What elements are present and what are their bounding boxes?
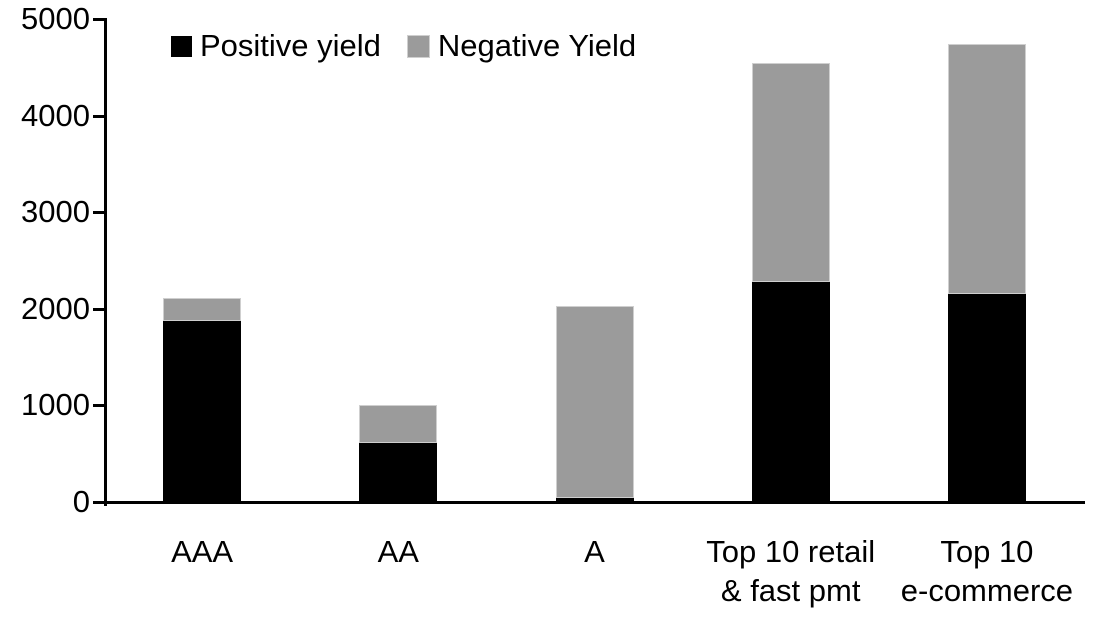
category-label: A [584, 534, 605, 569]
category-label: AA [377, 534, 419, 569]
y-tick-label: 3000 [21, 194, 90, 230]
bar-segment-positive-yield [555, 497, 634, 502]
bar-segment-positive-yield [359, 442, 438, 502]
y-tick-label: 5000 [21, 1, 90, 36]
x-axis-line [104, 501, 1085, 504]
bar-segment-negative-yield [359, 405, 438, 443]
y-tick-mark [93, 404, 104, 408]
legend-item-positive-yield: Positive yield [171, 28, 381, 63]
legend-label: Positive yield [200, 28, 381, 63]
legend-swatch-icon [171, 35, 192, 57]
bar-segment-negative-yield [163, 298, 242, 322]
y-tick-label: 0 [72, 484, 90, 519]
bar-segment-negative-yield [555, 305, 634, 498]
y-axis-line [104, 18, 107, 506]
y-tick-mark [93, 18, 104, 21]
bar-segment-negative-yield [751, 62, 830, 283]
bar-segment-negative-yield [947, 44, 1026, 295]
category-label: Top 10 e-commerce [900, 534, 1074, 608]
y-tick-mark [93, 114, 104, 118]
bar-segment-positive-yield [947, 294, 1026, 502]
y-tick-mark [93, 501, 104, 504]
legend-swatch-icon [406, 34, 430, 58]
legend-item-negative-yield: Negative Yield [406, 28, 637, 63]
category-label: Top 10 retail & fast pmt [706, 534, 876, 608]
y-tick-mark [93, 307, 104, 311]
y-tick-label: 4000 [21, 97, 90, 133]
legend-label: Negative Yield [437, 28, 637, 63]
y-tick-label: 2000 [21, 290, 90, 326]
category-label: AAA [171, 534, 234, 569]
y-tick-label: 1000 [21, 387, 90, 423]
bar-segment-positive-yield [751, 282, 830, 502]
y-tick-mark [93, 211, 104, 215]
chart-legend: Positive yield Negative Yield [171, 28, 637, 63]
bar-segment-positive-yield [163, 321, 242, 502]
